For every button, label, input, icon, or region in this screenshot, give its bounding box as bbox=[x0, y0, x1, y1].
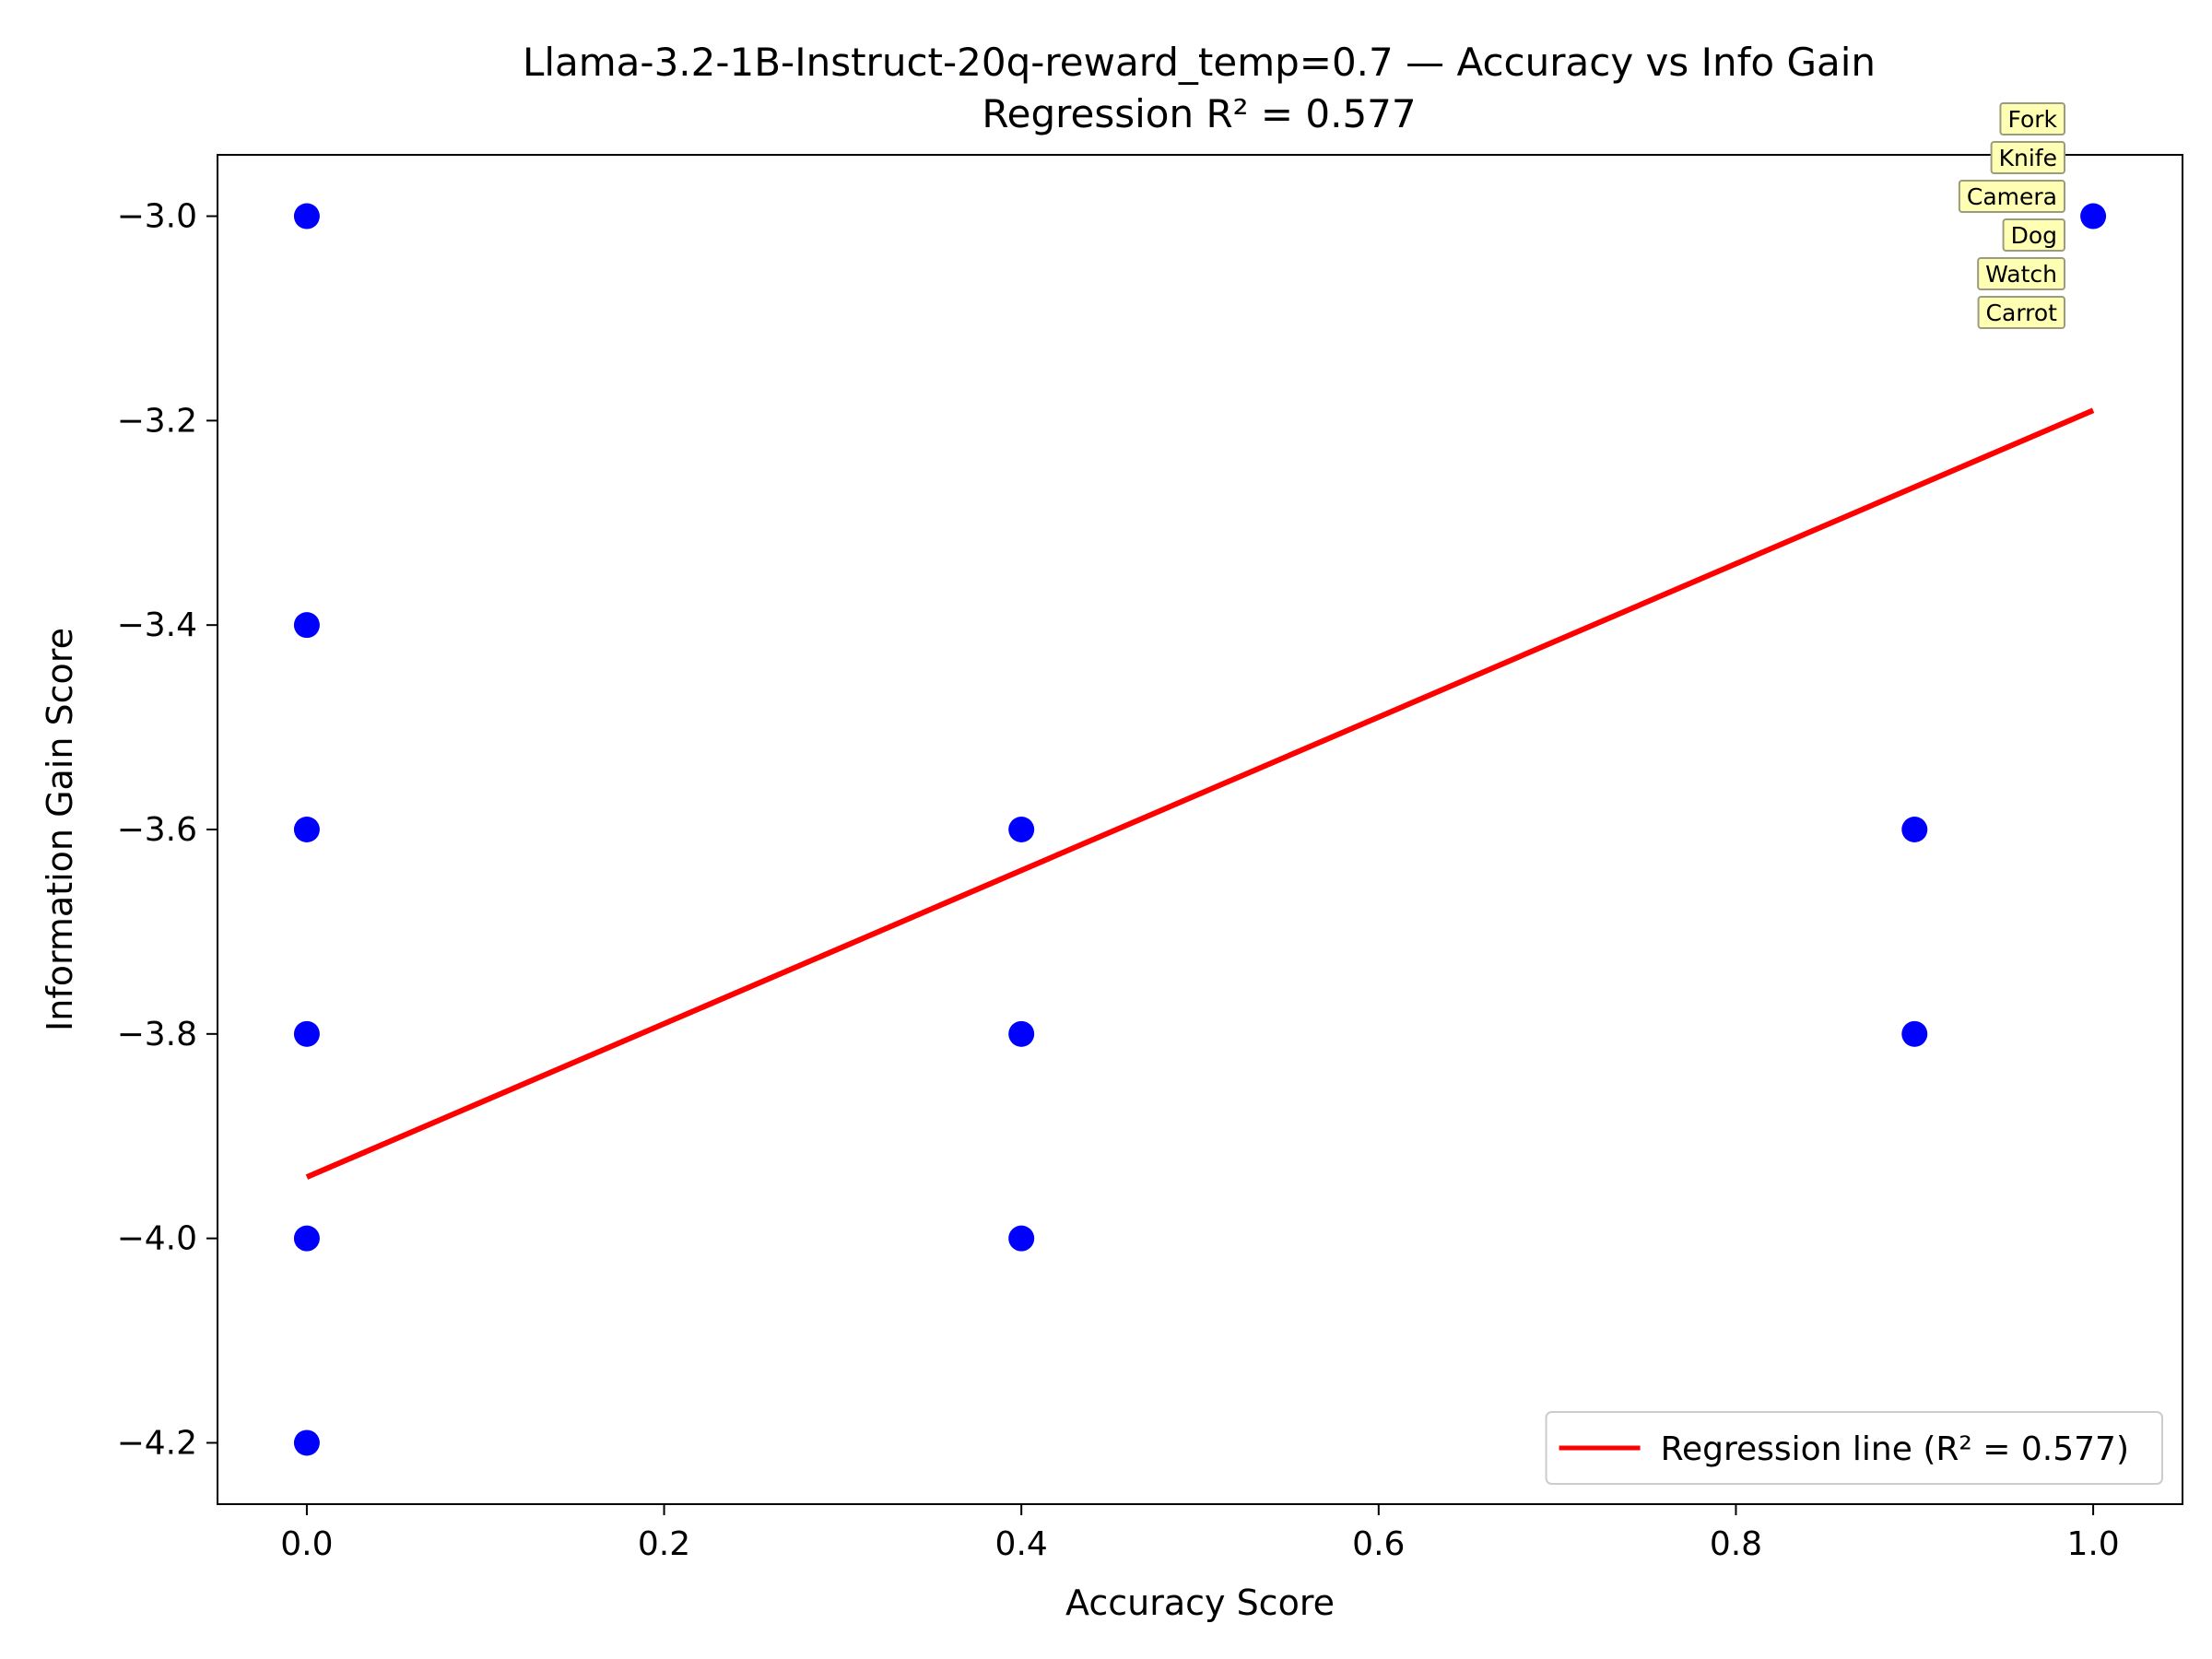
annotation-text: Knife bbox=[1999, 145, 2057, 171]
x-tick-label: 0.2 bbox=[638, 1525, 690, 1563]
chart-title: Llama-3.2-1B-Instruct-20q-reward_temp=0.… bbox=[523, 40, 1876, 85]
plot-frame bbox=[217, 154, 2183, 1505]
x-tick-label: 0.8 bbox=[1710, 1525, 1762, 1563]
data-point bbox=[293, 1430, 320, 1456]
annotation-label: Dog bbox=[2002, 218, 2065, 252]
data-point bbox=[293, 203, 320, 229]
annotation-label: Knife bbox=[1990, 141, 2065, 174]
legend-label: Regression line (R² = 0.577) bbox=[1661, 1430, 2129, 1468]
y-tick-label: −3.8 bbox=[117, 1016, 197, 1053]
data-point bbox=[1008, 817, 1035, 842]
y-tick-label: −3.2 bbox=[117, 402, 197, 440]
data-point bbox=[293, 817, 320, 842]
annotation-text: Fork bbox=[2007, 106, 2057, 133]
y-tick-label: −3.4 bbox=[117, 606, 197, 644]
x-tick-label: 0.4 bbox=[995, 1525, 1048, 1563]
chart-subtitle: Regression R² = 0.577 bbox=[982, 91, 1416, 136]
y-tick-label: −4.2 bbox=[117, 1424, 197, 1462]
annotation-box bbox=[1977, 296, 2065, 329]
plot-area bbox=[293, 203, 2107, 1456]
annotation-text: Dog bbox=[2011, 222, 2057, 249]
legend-box bbox=[1545, 1411, 2163, 1485]
x-axis-label: Accuracy Score bbox=[1065, 1583, 1335, 1623]
data-point bbox=[1901, 1020, 1928, 1047]
data-point bbox=[293, 1225, 320, 1252]
y-tick-label: −3.6 bbox=[117, 811, 197, 849]
point-annotations: Fork Knife Camera Dog Watch Carrot bbox=[1958, 102, 2065, 329]
x-tick-label: 1.0 bbox=[2066, 1525, 2119, 1563]
annotation-label: Fork bbox=[1999, 102, 2065, 135]
annotation-label: Camera bbox=[1958, 180, 2065, 213]
annotation-box bbox=[1977, 257, 2065, 290]
annotation-box bbox=[1958, 180, 2065, 213]
annotation-label: Carrot bbox=[1977, 296, 2065, 329]
data-point bbox=[2080, 203, 2107, 229]
annotation-label: Watch bbox=[1977, 257, 2065, 290]
annotation-text: Camera bbox=[1967, 183, 2057, 210]
legend: Regression line (R² = 0.577) bbox=[1545, 1411, 2163, 1485]
x-tick-label: 0.0 bbox=[280, 1525, 333, 1563]
y-axis-label: Information Gain Score bbox=[40, 628, 80, 1031]
annotation-text: Carrot bbox=[1986, 300, 2058, 326]
x-tick-label: 0.6 bbox=[1352, 1525, 1405, 1563]
x-axis: 0.0 0.2 0.4 0.6 0.8 1.0 bbox=[280, 1504, 2120, 1563]
y-tick-label: −4.0 bbox=[117, 1220, 197, 1258]
annotation-text: Watch bbox=[1985, 261, 2057, 288]
data-point bbox=[293, 1020, 320, 1047]
y-tick-label: −3.0 bbox=[117, 198, 197, 236]
annotation-box bbox=[1990, 141, 2065, 174]
data-point bbox=[293, 612, 320, 639]
annotation-box bbox=[1999, 102, 2065, 135]
data-point bbox=[1008, 1225, 1035, 1252]
annotation-box bbox=[2002, 218, 2065, 252]
regression-line bbox=[305, 407, 2095, 1180]
data-point bbox=[1901, 817, 1928, 842]
y-axis: −3.0 −3.2 −3.4 −3.6 −3.8 −4.0 −4.2 bbox=[117, 198, 218, 1462]
data-point bbox=[1008, 1020, 1035, 1047]
